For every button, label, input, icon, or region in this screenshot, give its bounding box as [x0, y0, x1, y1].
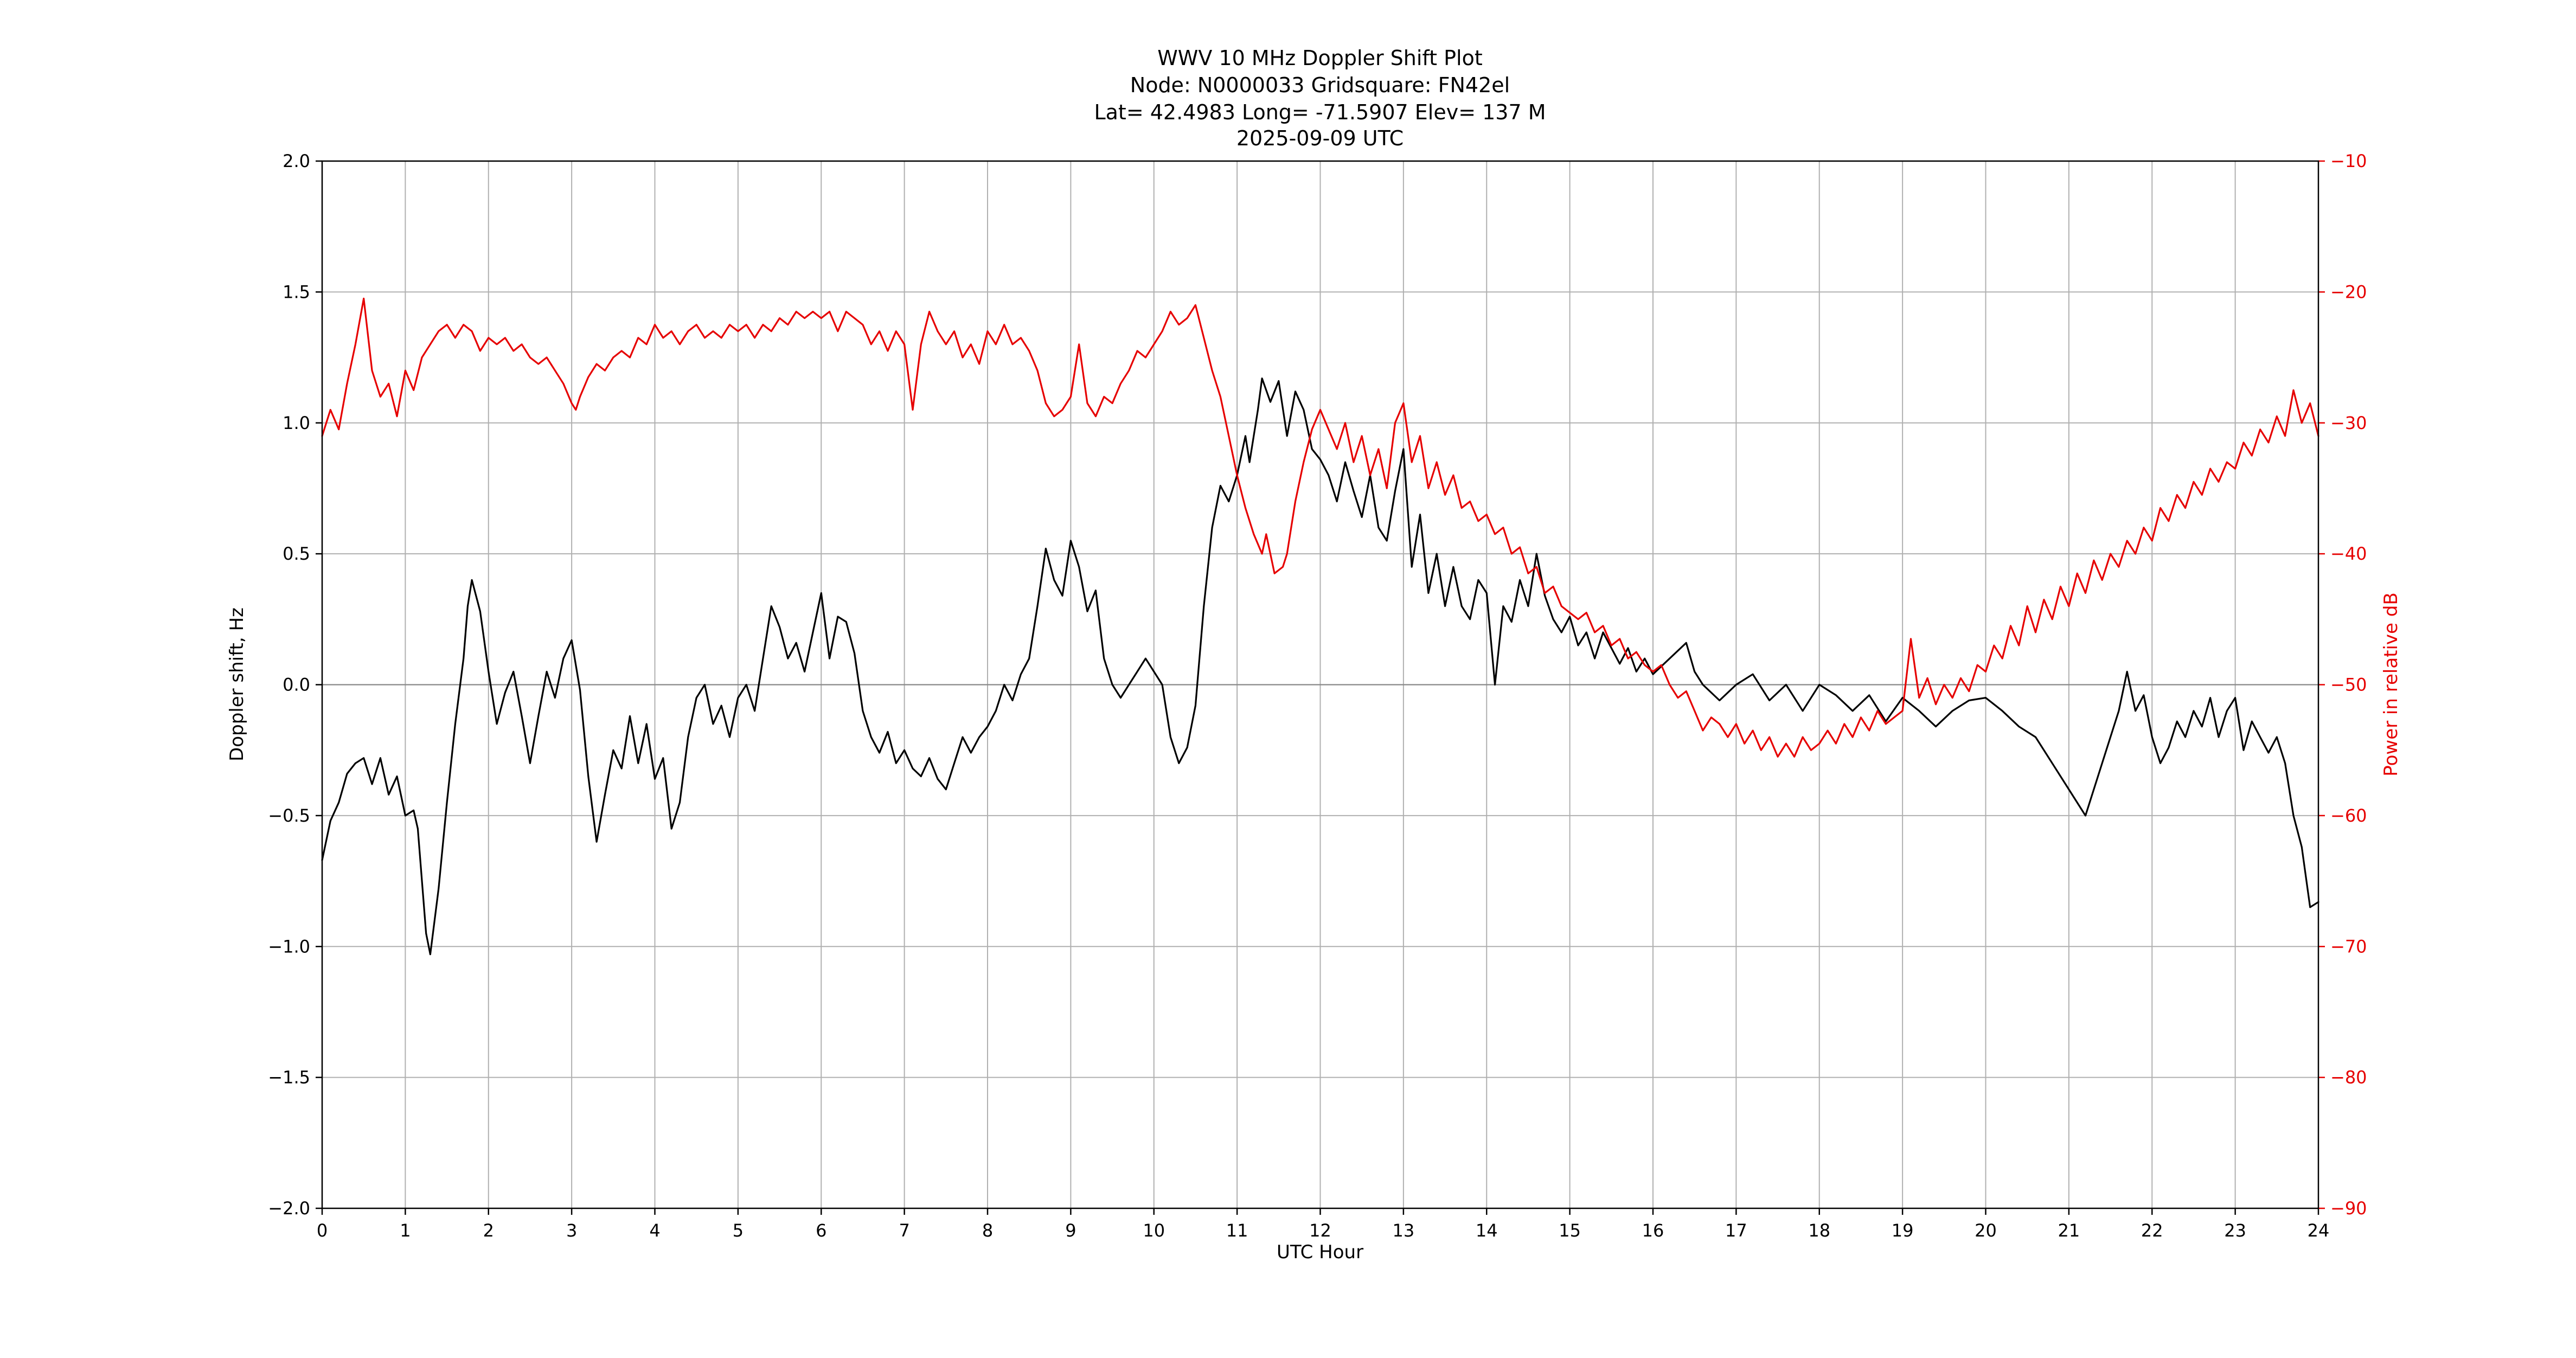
y-right-tick-label: −50 — [2330, 675, 2367, 695]
x-tick-label: 14 — [1476, 1220, 1498, 1241]
x-tick-label: 10 — [1143, 1220, 1165, 1241]
x-tick-label: 3 — [566, 1220, 577, 1241]
y-left-tick-label: −0.5 — [268, 805, 310, 826]
chart-subtitle-date: 2025-09-09 UTC — [1236, 126, 1404, 150]
x-tick-label: 22 — [2141, 1220, 2163, 1241]
series-line-power — [321, 297, 2319, 758]
x-tick-label: 5 — [733, 1220, 744, 1241]
x-tick-label: 2 — [483, 1220, 494, 1241]
y-left-tick-label: 1.5 — [283, 281, 310, 302]
plot-border — [321, 160, 2319, 1209]
y-left-tick-label: −1.0 — [268, 936, 310, 957]
y-left-tick-label: 1.0 — [283, 413, 310, 433]
y-left-tick-label: −2.0 — [268, 1198, 310, 1219]
x-tick-label: 13 — [1393, 1220, 1415, 1241]
series-layer — [321, 297, 2319, 956]
x-tick-label: 7 — [899, 1220, 909, 1241]
y-left-tick-label: 0.0 — [283, 675, 310, 695]
y-left-tick-label: 2.0 — [283, 151, 310, 171]
x-axis-label: UTC Hour — [1277, 1241, 1363, 1263]
y-right-tick-label: −10 — [2330, 151, 2367, 171]
chart-subtitle-node: Node: N0000033 Gridsquare: FN42el — [1130, 73, 1510, 97]
y-right-tick-label: −60 — [2330, 805, 2367, 826]
x-tick-label: 1 — [400, 1220, 411, 1241]
x-tick-label: 17 — [1725, 1220, 1747, 1241]
x-tick-label: 19 — [1892, 1220, 1914, 1241]
chart-subtitle-location: Lat= 42.4983 Long= -71.5907 Elev= 137 M — [1094, 100, 1546, 124]
x-tick-label: 15 — [1559, 1220, 1581, 1241]
series-line-doppler-shift — [321, 377, 2319, 956]
x-tick-label: 21 — [2058, 1220, 2080, 1241]
x-tick-label: 4 — [649, 1220, 660, 1241]
x-tick-label: 16 — [1642, 1220, 1664, 1241]
x-tick-label: 6 — [816, 1220, 826, 1241]
y-right-tick-label: −20 — [2330, 281, 2367, 302]
y-left-tick-label: 0.5 — [283, 543, 310, 564]
x-tick-label: 12 — [1309, 1220, 1331, 1241]
x-tick-label: 18 — [1808, 1220, 1830, 1241]
x-tick-label: 8 — [982, 1220, 993, 1241]
x-tick-label: 9 — [1065, 1220, 1076, 1241]
y-right-tick-label: −70 — [2330, 936, 2367, 957]
y-axis-label-left: Doppler shift, Hz — [226, 607, 248, 761]
y-right-tick-label: −90 — [2330, 1198, 2367, 1219]
y-left-tick-label: −1.5 — [268, 1067, 310, 1088]
y-axis-label-right: Power in relative dB — [2380, 592, 2402, 776]
x-tick-label: 23 — [2224, 1220, 2246, 1241]
y-right-tick-label: −40 — [2330, 543, 2367, 564]
x-tick-label: 11 — [1226, 1220, 1248, 1241]
grid-layer — [322, 161, 2319, 1209]
x-tick-label: 0 — [317, 1220, 328, 1241]
y-right-tick-label: −30 — [2330, 413, 2367, 433]
x-tick-label: 24 — [2308, 1220, 2330, 1241]
chart-title: WWV 10 MHz Doppler Shift Plot — [1157, 46, 1483, 70]
y-right-tick-label: −80 — [2330, 1067, 2367, 1088]
tick-layer: 0 1 2 3 4 5 6 7 8 9 10 11 12 13 14 15 16 17 18 19 20 21 22 23 24… — [268, 151, 2367, 1241]
x-tick-label: 20 — [1975, 1220, 1997, 1241]
